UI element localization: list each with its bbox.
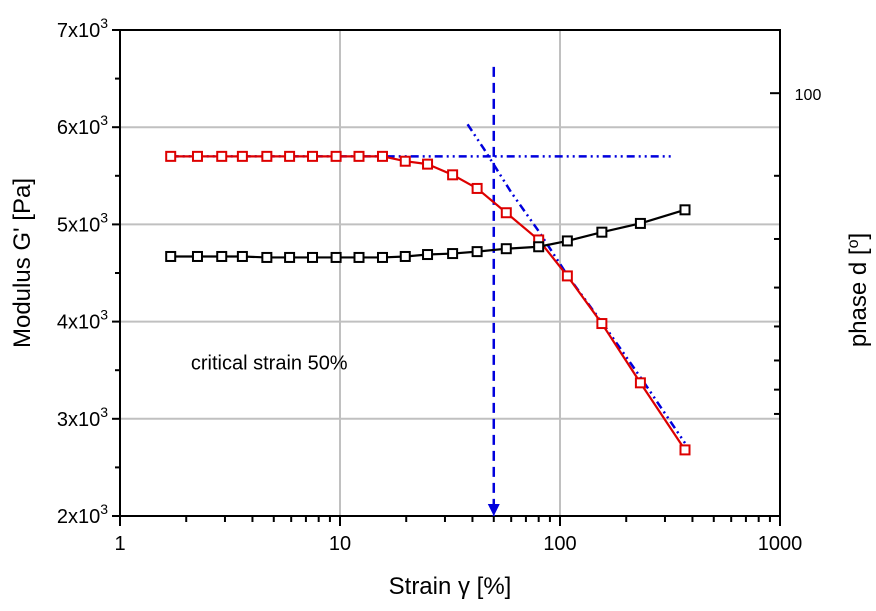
y-axis-title: Modulus G' [Pa] [9,178,36,348]
data-point [471,182,483,194]
data-point [634,217,646,229]
data-series [165,150,691,456]
y-tick-label: 4x103 [57,307,108,334]
data-point [422,249,434,261]
data-point [533,241,545,253]
guide-lines [170,66,687,516]
y-tick-label: 7x103 [57,15,108,42]
data-point [399,155,411,167]
data-point [422,158,434,170]
data-point [376,251,388,263]
series-storage-modulus [165,150,691,456]
x-tick-label: 100 [543,533,576,555]
data-point [634,377,646,389]
data-point [216,250,228,262]
y-tick-label: 3x103 [57,404,108,431]
data-point [447,248,459,260]
data-point [261,150,273,162]
series-segment [566,275,603,325]
x-tick-label: 1000 [758,533,803,555]
data-point [471,246,483,258]
data-point [261,251,273,263]
y2-axis-title: phase d [o] [845,233,873,347]
data-point [447,169,459,181]
data-point [596,226,608,238]
y2-axis-title-close: ] [845,233,872,240]
data-point [596,318,608,330]
data-point [236,250,248,262]
data-point [353,251,365,263]
grid [120,30,780,516]
data-point [284,150,296,162]
data-point [561,235,573,247]
data-point [284,251,296,263]
data-point [353,150,365,162]
data-point [216,150,228,162]
series-segment [601,222,641,234]
data-point [399,250,411,262]
data-point [307,150,319,162]
data-point [679,444,691,456]
x-axis-title: Strain γ [%] [389,573,512,600]
y-tick-label: 5x103 [57,209,108,236]
data-point [330,251,342,263]
series-segment [567,231,603,242]
series-phase [165,204,691,263]
data-point [307,251,319,263]
x-tick-label: 10 [329,533,351,555]
y-tick-label: 2x103 [57,501,108,528]
series-segment [600,322,642,384]
series-segment [639,382,686,451]
data-point [561,270,573,282]
axis-labels: 1 10 100 1000 2x103 3x103 4x103 5x103 6x103 7x103… [57,15,822,555]
y2-axis-title-degree: o [845,239,862,248]
guide-arrowhead [487,504,500,516]
guide-line [466,123,687,444]
axis-ticks [112,29,781,526]
data-point [500,207,512,219]
data-point [165,150,177,162]
data-point [679,204,691,216]
data-point [236,150,248,162]
series-segment [640,208,686,225]
data-point [191,150,203,162]
x-tick-label: 1 [114,533,125,555]
data-point [376,150,388,162]
data-point [330,150,342,162]
y2-axis-title-main: phase d [ [845,248,872,347]
y-tick-label: 6x103 [57,112,108,139]
data-point [191,250,203,262]
data-point [500,243,512,255]
data-point [165,250,177,262]
y2-tick-label: 100 [795,87,822,104]
annotation-critical-strain: critical strain 50% [191,352,348,374]
